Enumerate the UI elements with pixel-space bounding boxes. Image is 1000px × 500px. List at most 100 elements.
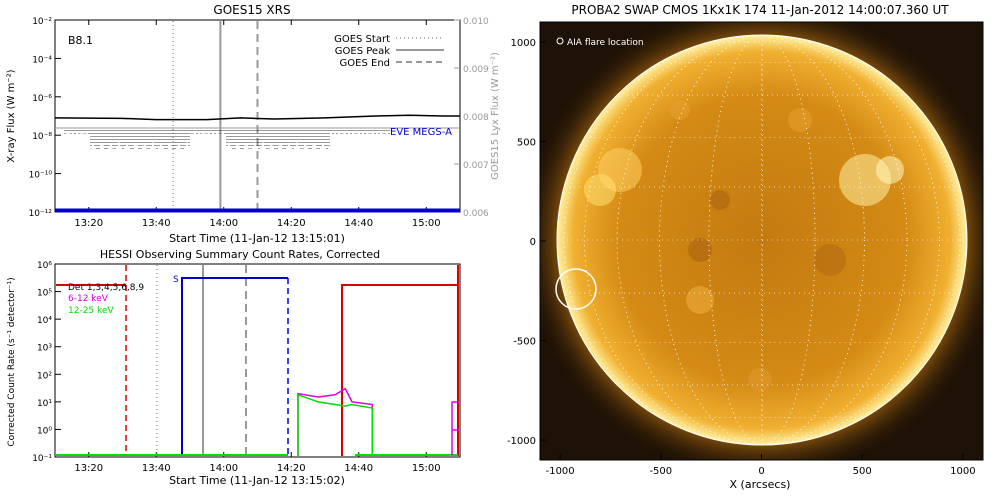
goes-y-right-ticks: 0.006 0.007 0.008 0.009 0.010 xyxy=(454,17,489,219)
swap-y-ticks: -1000 -500 0 500 1000 xyxy=(507,38,546,447)
swap-y-tick-label: 0 xyxy=(530,237,536,248)
longitude-line xyxy=(563,35,961,445)
swap-x-tick-label: 500 xyxy=(853,466,872,477)
longitude-line xyxy=(659,35,865,445)
goes-lya-noise xyxy=(64,130,390,150)
swap-image: AIA flare location xyxy=(540,22,983,460)
aia-legend-marker xyxy=(556,37,564,45)
swap-limb xyxy=(556,34,968,446)
hessi-panel: HESSI Observing Summary Count Rates, Cor… xyxy=(7,248,461,487)
longitude-line xyxy=(616,35,908,445)
aia-legend-label: AIA flare location xyxy=(567,38,644,48)
hessi-y-tick-label: 10⁵ xyxy=(37,289,52,299)
goes-y-tick-label: 10⁻⁴ xyxy=(32,55,52,65)
goes-y-axis-label: X-ray Flux (W m⁻²) xyxy=(6,69,17,162)
swap-x-tick-label: -1000 xyxy=(546,466,575,477)
active-region xyxy=(710,190,730,210)
goes-x-axis-label: Start Time (11-Jan-12 13:15:01) xyxy=(169,232,345,245)
goes-y-right-axis-label: GOES15 Lyx Flux (W m⁻²) xyxy=(490,52,501,180)
hessi-blue-state-line xyxy=(181,277,288,456)
aia-flare-location-marker xyxy=(555,268,597,310)
hessi-x-tick-label: 14:40 xyxy=(344,463,373,474)
swap-y-tick-label: 500 xyxy=(517,137,536,148)
hessi-y-tick-label: 10⁶ xyxy=(37,261,52,271)
goes-x-tick-label: 13:40 xyxy=(142,218,171,229)
goes-y-right-tick-label: 0.006 xyxy=(463,209,489,219)
hessi-y-tick-label: 10⁻¹ xyxy=(32,454,52,464)
goes-x-tick-label: 13:20 xyxy=(74,218,103,229)
goes-x-tick-label: 14:40 xyxy=(344,218,373,229)
swap-title: PROBA2 SWAP CMOS 1Kx1K 174 11-Jan-2012 1… xyxy=(571,3,949,17)
hessi-y-axis-label: Corrected Count Rate (s⁻¹ detector⁻¹) xyxy=(7,277,17,446)
hessi-plot-frame xyxy=(54,263,461,458)
active-region xyxy=(688,238,712,262)
swap-surface-texture xyxy=(584,100,904,392)
hessi-legend-6-12: 6-12 keV xyxy=(68,294,109,304)
swap-x-tick-label: -500 xyxy=(649,466,672,477)
swap-x-tick-label: 0 xyxy=(758,466,764,477)
swap-x-tick-label: 1000 xyxy=(950,466,975,477)
hessi-12-25kev-series xyxy=(297,393,374,456)
swap-x-axis-label: X (arcsecs) xyxy=(730,478,791,491)
hessi-y-tick-label: 10² xyxy=(37,371,52,381)
longitude-line xyxy=(584,35,940,445)
hessi-y-tick-label: 10⁴ xyxy=(37,316,52,326)
hessi-x-tick-label: 13:20 xyxy=(74,463,103,474)
active-region xyxy=(876,156,904,184)
goes-legend-start-label: GOES Start xyxy=(334,34,390,45)
goes-legend-peak-label: GOES Peak xyxy=(335,46,390,57)
eve-label: EVE MEGS-A xyxy=(390,127,452,138)
hessi-x-tick-label: 15:00 xyxy=(412,463,441,474)
hessi-6-12kev-series xyxy=(297,387,374,456)
swap-panel: PROBA2 SWAP CMOS 1Kx1K 174 11-Jan-2012 1… xyxy=(507,3,984,491)
goes-class-label: B8.1 xyxy=(68,34,93,47)
active-region xyxy=(788,108,812,132)
goes-x-tick-label: 15:00 xyxy=(412,218,441,229)
hessi-y-tick-label: 10⁰ xyxy=(37,426,52,436)
hessi-x-tick-label: 14:00 xyxy=(209,463,238,474)
goes-panel: GOES15 XRS 13:20 13:40 14:00 14:20 14:40 15:0… xyxy=(6,3,501,245)
swap-y-tick-label: -1000 xyxy=(507,436,536,447)
longitude-line xyxy=(761,35,763,445)
goes-y-tick-label: 10⁻⁸ xyxy=(32,132,52,142)
goes-legend: GOES Start GOES Peak GOES End xyxy=(334,34,444,69)
active-region xyxy=(814,244,846,276)
hessi-saa-label: S xyxy=(173,275,179,285)
hessi-y-tick-label: 10³ xyxy=(37,344,52,354)
goes-legend-end-label: GOES End xyxy=(340,58,390,69)
hessi-x-tick-label: 14:20 xyxy=(277,463,306,474)
goes-y-tick-label: 10⁻¹² xyxy=(29,209,53,219)
longitude-line xyxy=(708,35,816,445)
goes-title: GOES15 XRS xyxy=(213,3,290,17)
hessi-legend-det: Det 1,3,4,5,6,8,9 xyxy=(68,283,144,293)
hessi-y-tick-label: 10¹ xyxy=(37,399,52,409)
active-region xyxy=(748,368,772,392)
hessi-x-tick-label: 13:40 xyxy=(142,463,171,474)
goes-y-right-tick-label: 0.007 xyxy=(463,161,489,171)
swap-x-ticks: -1000 -500 0 500 1000 xyxy=(546,454,976,477)
hessi-y-ticks: 10⁻¹ 10⁰ 10¹ 10² 10³ 10⁴ 10⁵ 10⁶ xyxy=(32,261,61,464)
hessi-legend: Det 1,3,4,5,6,8,9 6-12 keV 12-25 keV xyxy=(68,283,144,316)
active-region xyxy=(686,286,714,314)
goes-y-ticks: 10⁻¹² 10⁻¹⁰ 10⁻⁸ 10⁻⁶ 10⁻⁴ 10⁻² xyxy=(29,17,61,219)
goes-flux-series xyxy=(54,114,460,121)
goes-y-right-tick-label: 0.010 xyxy=(463,17,489,27)
swap-coordinate-grid xyxy=(557,35,967,445)
hessi-title: HESSI Observing Summary Count Rates, Cor… xyxy=(100,248,380,261)
goes-y-right-tick-label: 0.008 xyxy=(463,113,489,123)
hessi-legend-12-25: 12-25 keV xyxy=(68,306,114,316)
goes-y-tick-label: 10⁻⁶ xyxy=(32,94,52,104)
hessi-trailing-spike xyxy=(451,401,459,455)
swap-y-tick-label: -500 xyxy=(513,337,536,348)
goes-x-tick-label: 14:00 xyxy=(209,218,238,229)
goes-y-tick-label: 10⁻² xyxy=(32,17,52,27)
hessi-x-axis-label: Start Time (11-Jan-12 13:15:02) xyxy=(169,474,345,487)
active-region xyxy=(670,100,690,120)
active-region xyxy=(584,174,616,206)
swap-y-tick-label: 1000 xyxy=(511,38,536,49)
goes-y-tick-label: 10⁻¹⁰ xyxy=(29,171,53,181)
goes-x-tick-label: 14:20 xyxy=(277,218,306,229)
hessi-red-state-line-2 xyxy=(341,284,459,456)
goes-y-right-tick-label: 0.009 xyxy=(463,65,489,75)
